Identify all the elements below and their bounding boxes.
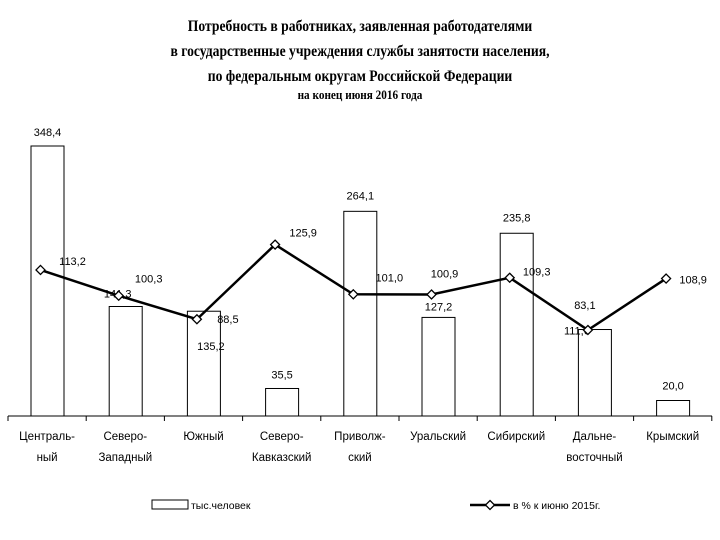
x-tick-label: Дальне- xyxy=(573,431,617,443)
x-tick-label: Сибирский xyxy=(487,431,545,443)
line-point-marker xyxy=(347,288,359,300)
bar xyxy=(186,310,221,417)
x-tick-label: ский xyxy=(348,452,372,464)
title-line-2: в государственные учреждения службы заня… xyxy=(170,43,550,60)
bar-value-label: 348,4 xyxy=(34,127,62,139)
x-tick-label: Южный xyxy=(183,431,223,443)
line-point-marker xyxy=(660,273,672,284)
bar xyxy=(577,329,612,417)
bar-value-label: 35,5 xyxy=(271,369,292,381)
line-value-label: 101,0 xyxy=(376,272,404,284)
x-tick-label: Кавказский xyxy=(252,452,312,464)
bar-value-label: 264,1 xyxy=(347,190,375,202)
bar xyxy=(265,387,300,417)
legend-line-label: в % к июню 2015г. xyxy=(513,500,600,512)
line-point-marker xyxy=(504,272,516,284)
line-value-label: 83,1 xyxy=(574,300,595,312)
line-value-label: 108,9 xyxy=(679,275,707,287)
line-point-marker xyxy=(113,290,125,302)
x-tick-label: Централь- xyxy=(19,431,75,443)
bar xyxy=(656,400,691,417)
bar xyxy=(343,210,378,417)
chart-subtitle: на конец июня 2016 года xyxy=(297,88,423,102)
line-value-label: 88,5 xyxy=(217,314,238,326)
bar xyxy=(108,305,143,417)
bar xyxy=(421,316,456,417)
x-tick-label: Крымский xyxy=(646,431,699,443)
line-value-label: 109,3 xyxy=(523,267,551,279)
bar xyxy=(499,232,534,417)
bar-value-label: 135,2 xyxy=(197,341,225,353)
line-value-label: 113,2 xyxy=(59,256,86,268)
bar xyxy=(30,145,65,417)
x-tick-label: восточный xyxy=(566,452,622,464)
legend-bar-label: тыс.человек xyxy=(191,500,251,512)
bar-value-label: 235,8 xyxy=(503,212,531,224)
line-point-marker xyxy=(582,324,594,336)
line-point-marker xyxy=(191,313,203,325)
legend-line-marker xyxy=(484,499,496,511)
line-point-marker xyxy=(35,264,46,276)
line-value-label: 100,3 xyxy=(135,274,163,286)
legend-bar-swatch xyxy=(151,499,189,510)
line-value-label: 100,9 xyxy=(431,269,459,281)
line-value-label: 125,9 xyxy=(289,228,317,240)
bar-value-label: 127,2 xyxy=(425,301,453,313)
x-tick-label: Северо- xyxy=(260,431,304,443)
title-line-1: Потребность в работниках, заявленная раб… xyxy=(187,18,533,35)
x-tick-label: Уральский xyxy=(410,431,466,443)
line-point-marker xyxy=(269,239,281,251)
x-tick-label: ный xyxy=(37,452,58,464)
line-point-marker xyxy=(426,289,437,300)
chart-title: Потребность в работниках, заявленная раб… xyxy=(0,14,720,104)
x-tick-label: Приволж- xyxy=(334,431,386,443)
title-line-3: по федеральным округам Российской Федера… xyxy=(207,68,513,85)
bar-value-label: 111,6 xyxy=(564,326,590,338)
x-tick-label: Западный xyxy=(98,452,152,464)
bar-value-label: 20,0 xyxy=(662,381,683,393)
x-tick-label: Северо- xyxy=(103,431,147,443)
